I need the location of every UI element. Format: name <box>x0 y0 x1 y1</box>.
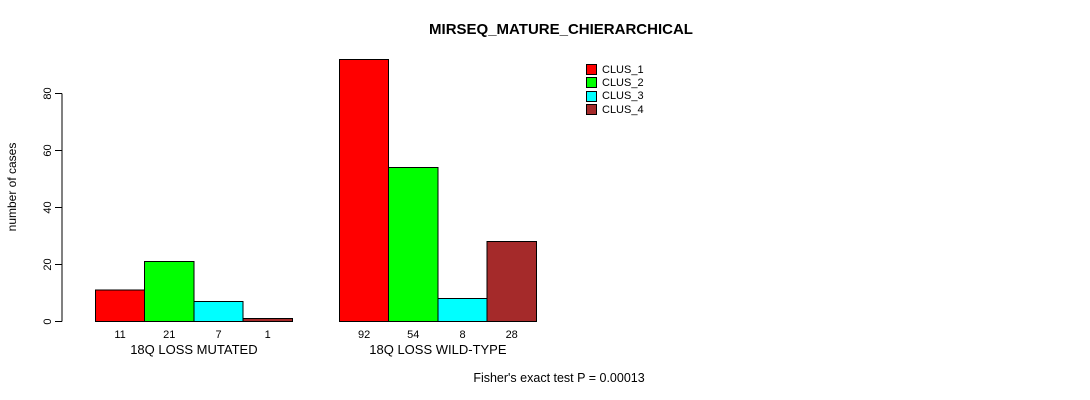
legend-item: CLUS_4 <box>586 103 644 116</box>
bar-clus-3 <box>193 301 244 322</box>
legend-item: CLUS_2 <box>586 76 644 89</box>
bar-value-label: 92 <box>358 329 370 341</box>
legend-item-label: CLUS_4 <box>602 103 644 116</box>
y-tick-label: 60 <box>42 144 54 156</box>
bar-value-label: 7 <box>215 329 221 341</box>
y-tick-label: 40 <box>42 201 54 213</box>
bar-value-label: 21 <box>163 329 175 341</box>
legend-item-label: CLUS_1 <box>602 63 644 76</box>
bar-value-label: 11 <box>114 329 125 341</box>
legend-item-label: CLUS_2 <box>602 76 644 89</box>
fisher-test-note: Fisher's exact test P = 0.00013 <box>473 371 645 385</box>
bar-clus-3 <box>437 298 488 323</box>
legend-item: CLUS_3 <box>586 90 644 103</box>
y-axis-label: number of cases <box>5 142 19 232</box>
legend-color-swatch <box>586 90 597 102</box>
bar-value-label: 1 <box>265 329 271 341</box>
legend: CLUS_1 CLUS_2 CLUS_3 CLUS_4 <box>586 63 644 116</box>
bar-clus-2 <box>144 261 195 322</box>
bar-clus-4 <box>242 318 293 322</box>
bar-clus-1 <box>95 289 146 322</box>
y-tick-label: 0 <box>42 318 54 324</box>
legend-item: CLUS_1 <box>586 63 644 76</box>
bar-value-label: 8 <box>459 329 465 341</box>
chart-title: MIRSEQ_MATURE_CHIERARCHICAL <box>429 21 693 38</box>
bar-clus-1 <box>339 58 390 323</box>
bar-clus-2 <box>388 167 439 322</box>
group-label: 18Q LOSS WILD-TYPE <box>369 342 507 357</box>
bar-value-label: 28 <box>506 329 518 341</box>
y-tick-label: 80 <box>42 87 54 99</box>
bar-value-label: 54 <box>407 329 419 341</box>
legend-color-swatch <box>586 104 597 116</box>
y-tick-label: 20 <box>42 258 54 270</box>
legend-item-label: CLUS_3 <box>602 90 644 103</box>
bar-clus-4 <box>486 241 537 322</box>
legend-color-swatch <box>586 64 597 76</box>
legend-color-swatch <box>586 77 597 89</box>
group-label: 18Q LOSS MUTATED <box>130 342 257 357</box>
